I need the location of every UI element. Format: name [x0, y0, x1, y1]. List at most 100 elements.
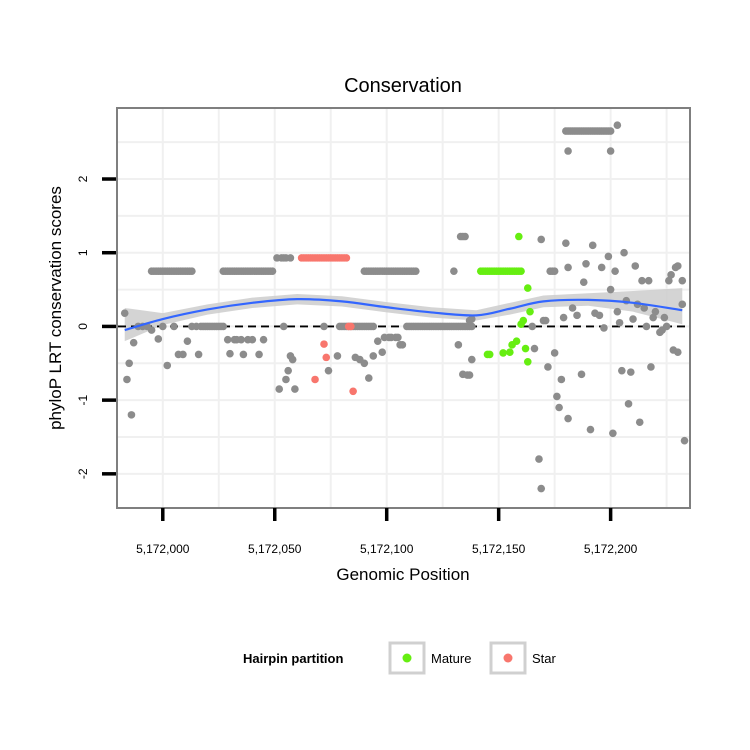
point-mature-22: [519, 317, 527, 325]
legend-title: Hairpin partition: [243, 651, 343, 666]
point-other-279: [681, 437, 689, 445]
point-other-248: [609, 429, 617, 437]
point-other-270: [661, 314, 669, 322]
point-other-93: [291, 385, 299, 393]
point-other-193: [531, 345, 539, 353]
x-tick-label-4: 5,172,200: [584, 542, 638, 556]
point-star-25: [347, 323, 355, 331]
point-other-79: [249, 336, 257, 344]
point-star-22: [322, 354, 330, 362]
point-other-203: [551, 349, 559, 357]
chart-title: Conservation: [344, 75, 462, 97]
point-mature-19: [515, 233, 523, 241]
point-star-20: [343, 254, 351, 262]
y-axis-title: phyloP LRT conservation scores: [46, 186, 65, 430]
point-other-81: [260, 336, 268, 344]
point-other-264: [645, 277, 653, 285]
point-mature-31: [526, 308, 534, 316]
point-mature-25: [499, 349, 507, 357]
point-other-0: [121, 309, 129, 317]
point-other-90: [284, 367, 292, 375]
point-other-234: [564, 264, 572, 272]
point-other-255: [625, 400, 633, 408]
point-other-196: [537, 236, 545, 244]
point-other-77: [240, 351, 248, 359]
point-other-253: [620, 249, 628, 257]
point-other-240: [587, 426, 595, 434]
point-mature-23: [522, 345, 530, 353]
point-mature-26: [506, 348, 514, 356]
point-other-265: [647, 363, 655, 371]
point-other-115: [361, 359, 369, 367]
point-other-230: [564, 147, 572, 155]
legend: Hairpin partition Mature Star: [243, 643, 557, 673]
point-other-256: [627, 368, 635, 376]
point-mature-30: [486, 351, 494, 359]
point-other-72: [224, 336, 232, 344]
point-other-205: [555, 404, 563, 412]
y-tick-label-3: 1: [76, 249, 90, 256]
point-other-141: [412, 267, 420, 275]
point-other-30: [163, 362, 171, 370]
point-other-231: [607, 147, 615, 155]
point-other-245: [600, 324, 608, 332]
point-other-29: [159, 323, 167, 331]
legend-item-star: Star: [491, 643, 557, 673]
point-other-184: [461, 233, 469, 241]
y-tick-label-1: -1: [76, 394, 90, 405]
point-star-26: [349, 387, 357, 395]
point-mature-18: [517, 267, 525, 275]
y-tick-label-2: 0: [76, 323, 90, 330]
point-other-33: [179, 351, 187, 359]
point-other-276: [674, 262, 682, 270]
point-other-87: [275, 385, 283, 393]
point-other-191: [468, 356, 476, 364]
point-other-228: [607, 127, 615, 135]
point-mature-24: [524, 358, 532, 366]
point-other-251: [616, 319, 624, 327]
point-other-273: [667, 271, 675, 279]
point-other-143: [378, 348, 386, 356]
x-axis: 5,172,000 5,172,050 5,172,100 5,172,150 5,17…: [136, 508, 638, 556]
x-tick-label-0: 5,172,000: [136, 542, 190, 556]
legend-item-mature: Mature: [390, 643, 471, 673]
point-other-271: [663, 323, 671, 331]
point-other-249: [611, 267, 619, 275]
y-axis: -2 -1 0 1 2: [76, 175, 116, 479]
point-other-88: [280, 323, 288, 331]
point-other-232: [562, 239, 570, 247]
point-other-188: [466, 371, 474, 379]
point-other-112: [369, 323, 377, 331]
point-other-204: [553, 393, 561, 401]
point-other-238: [580, 278, 588, 286]
point-other-3: [128, 411, 136, 419]
point-other-267: [652, 308, 660, 316]
legend-label-mature: Mature: [431, 651, 471, 666]
point-other-198: [542, 317, 550, 325]
point-other-48: [219, 323, 227, 331]
point-other-181: [450, 267, 458, 275]
point-other-229: [614, 121, 622, 129]
y-tick-label-0: -2: [76, 468, 90, 479]
point-other-233: [564, 415, 572, 423]
x-axis-title: Genomic Position: [336, 565, 469, 584]
legend-dot-star: [504, 654, 513, 663]
point-other-239: [582, 260, 590, 268]
point-other-206: [558, 376, 566, 384]
point-other-252: [618, 367, 626, 375]
point-other-202: [551, 267, 559, 275]
point-other-241: [589, 242, 597, 250]
point-other-76: [237, 336, 245, 344]
point-other-207: [560, 314, 568, 322]
point-other-4: [130, 339, 138, 347]
point-other-95: [325, 367, 333, 375]
y-tick-label-4: 2: [76, 175, 90, 182]
point-other-86: [287, 254, 295, 262]
point-mature-20: [524, 284, 532, 292]
point-other-247: [607, 286, 615, 294]
point-other-277: [674, 348, 682, 356]
point-other-263: [643, 323, 651, 331]
point-other-71: [269, 267, 277, 275]
point-other-34: [184, 337, 192, 345]
point-other-237: [578, 371, 586, 379]
